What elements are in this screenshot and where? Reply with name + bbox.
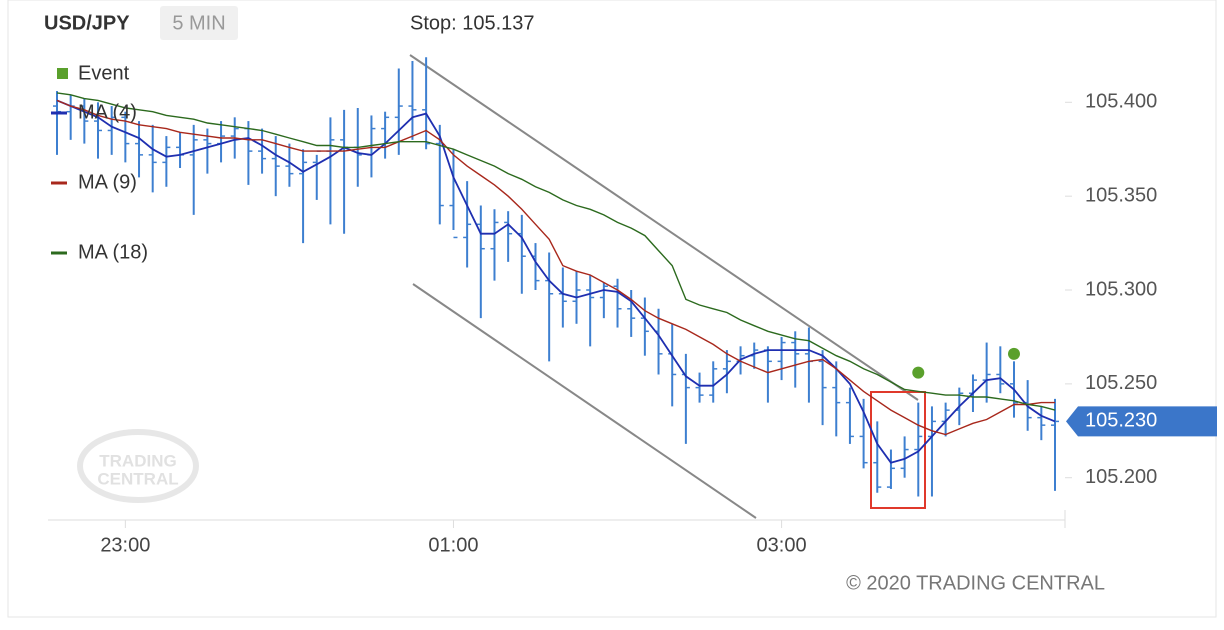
legend-label: MA (9) <box>78 171 137 193</box>
ma-line <box>56 99 1055 436</box>
watermark: TRADING CENTRAL <box>77 429 199 503</box>
copyright: © 2020 TRADING CENTRAL <box>846 572 1105 594</box>
frame <box>7 0 1217 618</box>
y-tick-label: 105.250 <box>1085 372 1157 394</box>
ma-line <box>56 99 1056 464</box>
y-tick-label: 105.400 <box>1085 91 1157 113</box>
watermark-text: TRADING <box>99 451 176 470</box>
legend-label: MA (4) <box>78 101 137 123</box>
watermark-text: CENTRAL <box>97 469 178 488</box>
x-tick-label: 03:00 <box>757 534 807 556</box>
x-tick-label: 23:00 <box>100 534 150 556</box>
legend-label: MA (18) <box>78 241 148 263</box>
last-price-tag <box>1066 406 1217 437</box>
y-tick-label: 105.200 <box>1085 466 1157 488</box>
legend-label: Event <box>78 62 130 84</box>
highlight-box <box>870 391 926 509</box>
interval-badge <box>160 6 238 40</box>
x-tick-label: 01:00 <box>428 534 478 556</box>
interval-label: 5 MIN <box>172 12 225 34</box>
watermark-ring <box>77 429 199 503</box>
event-dot <box>912 366 925 379</box>
chart-title: USD/JPY <box>44 12 130 34</box>
last-price-label: 105.230 <box>1085 410 1157 432</box>
ma-line <box>56 92 1056 411</box>
y-tick-label: 105.350 <box>1085 184 1157 206</box>
stop-annotation: Stop: 105.137 <box>410 12 535 34</box>
legend-swatch <box>57 68 68 79</box>
channel-line <box>409 54 919 401</box>
channel-line <box>412 283 757 519</box>
y-tick-label: 105.300 <box>1085 278 1157 300</box>
event-dot <box>1007 347 1020 360</box>
